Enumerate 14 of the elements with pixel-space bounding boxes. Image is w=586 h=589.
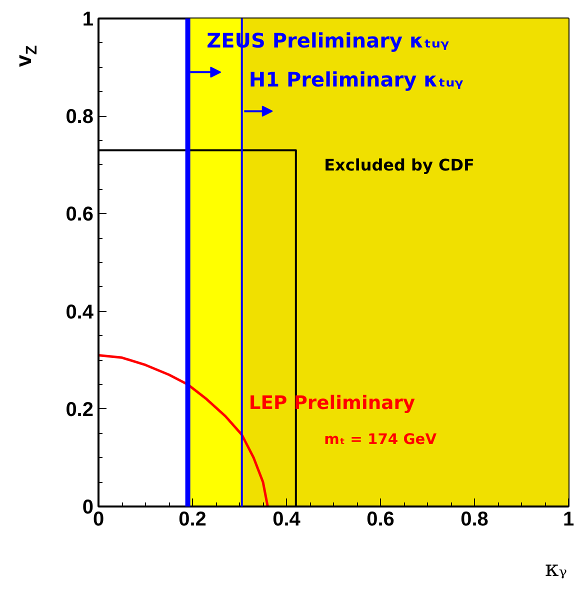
series-label: Excluded by CDF [324, 156, 474, 175]
y-tick-label: 0.6 [66, 204, 94, 226]
y-tick-label: 0.8 [66, 106, 94, 128]
x-tick-label: 0.2 [178, 508, 206, 530]
x-tick-label: 0.4 [272, 508, 302, 530]
x-tick-label: 1 [562, 508, 574, 530]
y-tick-label: 1 [82, 8, 94, 30]
y-tick-label: 0.2 [66, 398, 94, 421]
ref-line-label: H1 Preliminary κₜᵤᵧ [248, 68, 464, 92]
x-tick-label: 0.6 [366, 508, 394, 530]
annotation: mₜ = 174 GeV [324, 430, 438, 448]
x-axis-title: κᵧ [545, 557, 568, 582]
x-tick-label: 0.8 [460, 508, 488, 530]
y-tick-label: 0.4 [66, 301, 94, 324]
